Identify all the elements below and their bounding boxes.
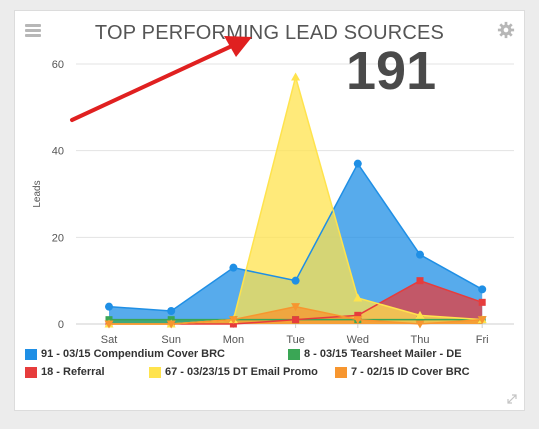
data-point xyxy=(415,310,425,319)
data-point xyxy=(354,311,362,319)
legend-item[interactable]: 91 - 03/15 Compendium Cover BRC xyxy=(25,348,225,360)
legend-swatch xyxy=(335,366,347,378)
red-arrow-head xyxy=(224,36,252,57)
data-point xyxy=(105,302,113,311)
data-point xyxy=(291,303,301,312)
series-area-4 xyxy=(109,306,483,324)
y-tick-label: 40 xyxy=(52,146,64,158)
x-tick-label: Wed xyxy=(347,334,369,346)
y-axis-label: Leads xyxy=(32,180,43,207)
legend-swatch xyxy=(25,366,37,378)
red-arrow-annotation xyxy=(70,43,236,122)
data-point xyxy=(415,320,425,329)
y-tick-label: 0 xyxy=(58,319,64,331)
legend-label: 18 - Referral xyxy=(41,366,105,378)
legend-item[interactable]: 7 - 02/15 ID Cover BRC xyxy=(335,366,470,378)
data-point xyxy=(291,276,300,285)
gear-icon[interactable] xyxy=(497,21,515,39)
legend-label: 8 - 03/15 Tearsheet Mailer - DE xyxy=(304,348,462,360)
data-point xyxy=(292,316,300,324)
series-area-0 xyxy=(109,163,483,324)
data-point xyxy=(416,277,424,285)
series-area-3 xyxy=(109,77,483,324)
legend-swatch xyxy=(149,366,161,378)
x-tick-label: Fri xyxy=(476,334,489,346)
menu-icon[interactable] xyxy=(25,24,41,37)
data-point xyxy=(291,72,301,81)
legend-label: 91 - 03/15 Compendium Cover BRC xyxy=(41,348,225,360)
legend-item[interactable]: 8 - 03/15 Tearsheet Mailer - DE xyxy=(288,348,462,360)
total-leads-count: 191 xyxy=(346,41,437,101)
resize-icon[interactable] xyxy=(506,393,518,405)
x-tick-label: Tue xyxy=(286,334,305,346)
legend-label: 7 - 02/15 ID Cover BRC xyxy=(351,366,470,378)
data-point xyxy=(477,316,487,325)
data-point xyxy=(229,263,238,272)
x-tick-label: Thu xyxy=(411,334,430,346)
data-point xyxy=(416,316,424,324)
data-point xyxy=(228,316,238,325)
data-point xyxy=(104,320,114,329)
data-point xyxy=(478,298,486,306)
legend-item[interactable]: 18 - Referral xyxy=(25,366,105,378)
x-tick-label: Sat xyxy=(101,334,118,346)
data-point xyxy=(353,159,362,168)
y-tick-label: 60 xyxy=(52,59,64,71)
data-point xyxy=(478,285,487,294)
data-point xyxy=(166,320,176,329)
data-point xyxy=(167,307,176,315)
data-point xyxy=(353,293,363,302)
legend-item[interactable]: 67 - 03/23/15 DT Email Promo xyxy=(149,366,318,378)
legend-label: 67 - 03/23/15 DT Email Promo xyxy=(165,366,318,378)
data-point xyxy=(353,316,363,325)
y-tick-label: 20 xyxy=(52,232,64,244)
widget-title: TOP PERFORMING LEAD SOURCES xyxy=(94,22,445,44)
x-tick-label: Mon xyxy=(223,334,244,346)
x-tick-label: Sun xyxy=(161,334,181,346)
data-point xyxy=(416,250,424,259)
legend-swatch xyxy=(25,348,37,360)
legend-swatch xyxy=(288,348,300,360)
